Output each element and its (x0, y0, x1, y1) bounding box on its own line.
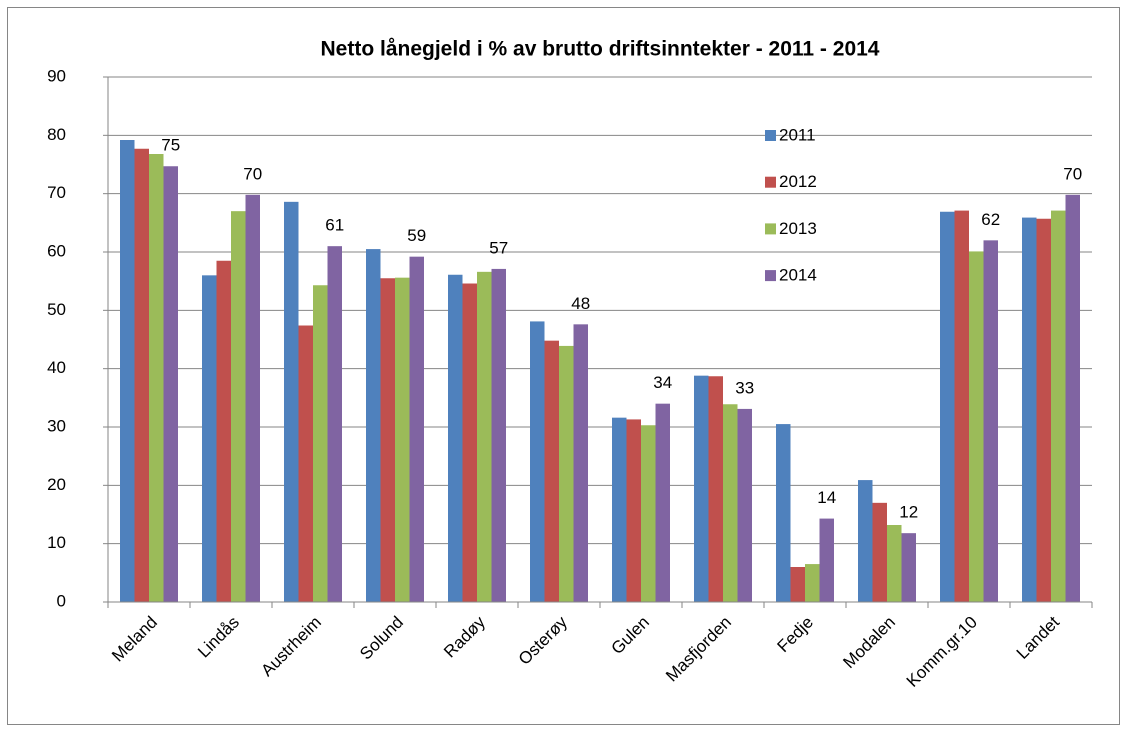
legend-label: 2011 (779, 125, 816, 144)
bar (694, 375, 709, 602)
legend-label: 2012 (779, 172, 817, 191)
data-label: 12 (899, 503, 918, 522)
y-tick-label: 60 (47, 241, 66, 260)
bar (462, 283, 477, 602)
bar (284, 201, 299, 603)
data-label: 34 (653, 373, 672, 392)
bar (544, 340, 559, 602)
data-label: 62 (981, 210, 1000, 229)
chart-title: Netto lånegjeld i % av brutto driftsinnt… (321, 38, 880, 61)
bar (776, 424, 791, 602)
legend-swatch (765, 176, 776, 188)
bar (723, 404, 738, 602)
data-label: 70 (243, 164, 262, 183)
y-tick-label: 90 (47, 66, 66, 85)
data-label: 59 (407, 226, 426, 245)
bar (395, 277, 410, 602)
bar (409, 256, 424, 602)
legend-swatch (765, 223, 776, 235)
data-label: 61 (325, 216, 344, 235)
y-tick-label: 70 (47, 183, 66, 202)
bar (149, 154, 164, 602)
y-tick-label: 10 (47, 533, 66, 552)
bar (573, 324, 588, 602)
data-label: 48 (571, 294, 590, 313)
y-tick-label: 20 (47, 475, 66, 494)
bar (626, 419, 641, 602)
data-label: 75 (161, 136, 180, 155)
bar (530, 321, 545, 602)
bar (969, 251, 984, 602)
bar (366, 249, 381, 603)
y-tick-label: 40 (47, 358, 66, 377)
bar (448, 274, 463, 602)
data-label: 14 (817, 488, 836, 507)
bar (1036, 218, 1051, 602)
y-tick-label: 30 (47, 416, 66, 435)
bar (231, 211, 246, 602)
bar (983, 240, 998, 603)
y-tick-label: 80 (47, 125, 66, 144)
bar (737, 408, 752, 602)
bar (1065, 194, 1080, 603)
bar (1022, 217, 1037, 603)
bar (380, 278, 395, 602)
bar (202, 275, 217, 602)
y-tick-label: 0 (57, 591, 66, 610)
legend-label: 2013 (779, 219, 817, 238)
bar (134, 148, 149, 602)
legend-label: 2014 (779, 266, 817, 285)
bar (858, 480, 873, 602)
bar (790, 567, 805, 602)
bar (327, 246, 342, 602)
bar (805, 564, 820, 602)
bar (491, 268, 506, 602)
bar (655, 403, 670, 602)
legend-swatch (765, 130, 776, 141)
bar (163, 166, 178, 602)
data-label: 33 (735, 378, 754, 397)
legend-swatch (765, 270, 776, 282)
y-tick-label: 50 (47, 300, 66, 319)
bar (298, 325, 313, 602)
bar (901, 533, 916, 602)
bar (612, 417, 627, 602)
bar (954, 210, 969, 603)
bar (120, 140, 135, 602)
bar (940, 211, 955, 602)
bar (559, 345, 574, 602)
bar (641, 425, 656, 602)
bar (887, 525, 902, 602)
bar (313, 285, 328, 602)
bar (872, 502, 887, 602)
bar (216, 260, 231, 602)
data-label: 57 (489, 238, 508, 257)
bar (245, 194, 260, 603)
bar (1051, 210, 1066, 603)
data-label: 70 (1063, 164, 1082, 183)
bar (708, 376, 723, 602)
bar (819, 518, 834, 602)
bar (477, 271, 492, 602)
